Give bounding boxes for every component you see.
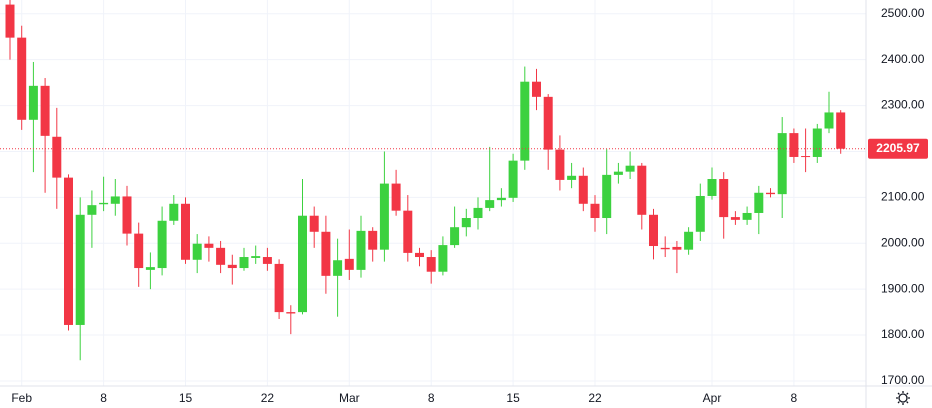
y-tick-label: 2500.00 [881, 6, 925, 20]
candle-body [812, 128, 822, 157]
candle-body [262, 257, 272, 264]
candle-body [204, 243, 214, 248]
candle-body [99, 202, 109, 205]
candle-body [122, 196, 132, 234]
last-price-label: 2205.97 [876, 141, 920, 155]
x-tick-label: 22 [261, 391, 275, 405]
grid [0, 0, 866, 386]
x-tick-label: Apr [703, 391, 722, 405]
candle-body [649, 214, 658, 247]
candle-body [5, 4, 15, 38]
candle-body [379, 183, 389, 250]
candle-body [415, 252, 424, 258]
candle-body [216, 247, 226, 265]
candle-body [426, 257, 436, 272]
candle-body [321, 231, 331, 276]
candle-body [134, 233, 144, 269]
candle-body [496, 197, 506, 201]
candle-body [157, 220, 167, 269]
candle-body [298, 215, 307, 313]
candle-body [461, 218, 471, 228]
x-tick-label: Feb [11, 391, 32, 405]
candle-body [520, 81, 530, 161]
candle-body [239, 257, 249, 269]
candle-body [555, 149, 565, 180]
candle-body [695, 195, 705, 232]
candle-body [777, 133, 787, 195]
y-tick-label: 1900.00 [881, 281, 925, 295]
candle-body [730, 217, 740, 220]
x-tick-label: 22 [588, 391, 602, 405]
x-tick-label: 8 [791, 391, 798, 405]
candle-body [192, 243, 202, 260]
candle-body [602, 174, 612, 219]
candle-body [672, 246, 682, 250]
candle-body [789, 133, 799, 157]
candle-body [75, 214, 85, 325]
candle-body [87, 205, 97, 215]
candle-body [578, 175, 588, 204]
candle-body [110, 196, 120, 204]
candle-body [508, 160, 518, 198]
labels: 1700.001800.001900.002000.002100.002200.… [11, 6, 928, 405]
candle-body [637, 165, 647, 215]
candle-body [181, 203, 190, 260]
candles [0, 0, 866, 361]
x-tick-label: 15 [179, 391, 193, 405]
candle-body [64, 177, 73, 325]
candle-body [403, 210, 413, 253]
candle-body [543, 96, 553, 150]
candle-body [613, 171, 623, 175]
candle-body [368, 230, 378, 250]
candle-body [532, 81, 541, 97]
last-price-box [868, 138, 928, 159]
candle-body [485, 200, 495, 208]
candle-body [707, 179, 717, 196]
candle-body [40, 85, 50, 136]
candle-body [17, 37, 27, 120]
x-tick-label: Mar [339, 391, 360, 405]
candle-body [824, 112, 834, 129]
candle-body [836, 112, 846, 149]
settings-icon[interactable] [896, 391, 910, 405]
candle-body [391, 183, 401, 211]
candle-body [227, 264, 237, 269]
candle-body [754, 192, 764, 213]
candle-body [766, 192, 775, 195]
candle-body [333, 260, 343, 276]
y-tick-label: 2400.00 [881, 52, 925, 66]
candle-body [286, 312, 296, 314]
y-tick-label: 2000.00 [881, 235, 925, 249]
candle-body [590, 203, 600, 219]
candle-body [660, 247, 670, 250]
candle-body [274, 263, 284, 313]
candle-body [169, 203, 179, 221]
candle-body [742, 212, 752, 220]
candle-body [567, 175, 577, 180]
candle-body [684, 231, 694, 250]
candle-body [719, 179, 729, 218]
y-tick-label: 1700.00 [881, 373, 925, 387]
candle-body [801, 156, 811, 158]
y-tick-label: 2300.00 [881, 98, 925, 112]
x-tick-label: 15 [506, 391, 520, 405]
candle-body [450, 227, 460, 246]
candle-body [625, 165, 635, 172]
candle-body [356, 230, 366, 270]
candle-body [251, 256, 261, 258]
x-tick-label: 8 [100, 391, 107, 405]
candle-body [438, 245, 448, 272]
candle-body [145, 267, 155, 270]
candle-body [52, 136, 62, 178]
y-tick-label: 2100.00 [881, 190, 925, 204]
x-tick-label: 8 [428, 391, 435, 405]
candle-body [473, 207, 483, 219]
candle-body [28, 85, 38, 120]
candle-body [344, 258, 354, 270]
candle-body [309, 215, 319, 232]
y-tick-label: 1800.00 [881, 327, 925, 341]
